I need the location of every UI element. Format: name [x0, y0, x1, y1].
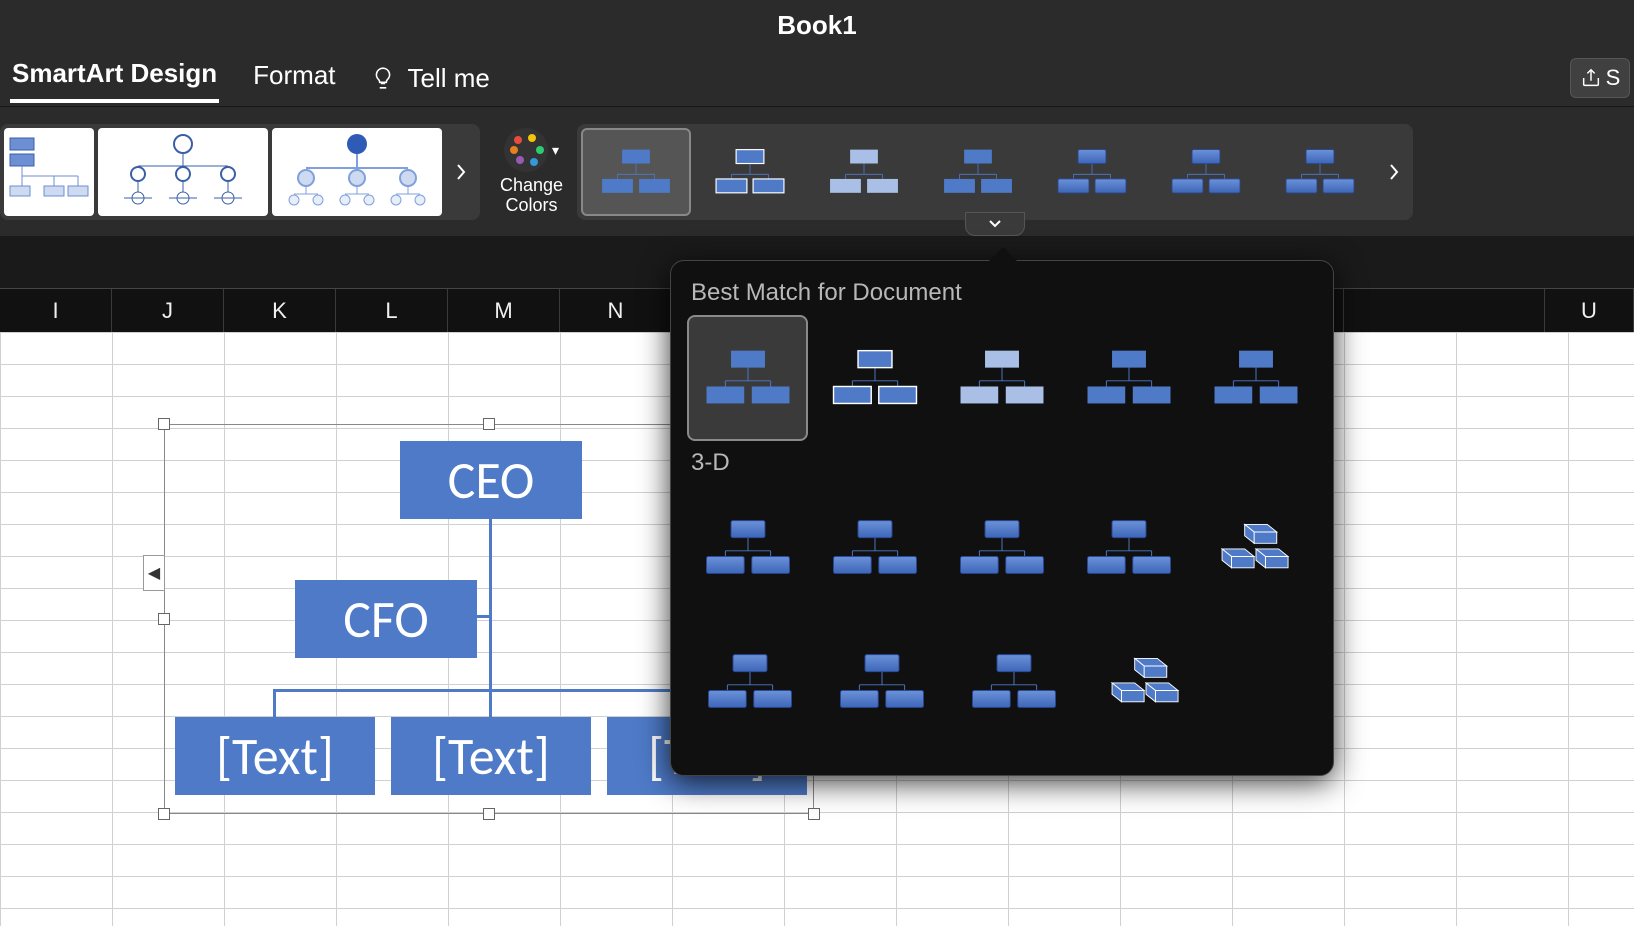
layouts-gallery — [0, 124, 480, 220]
gallery-style-wide[interactable] — [1069, 315, 1190, 441]
tab-smartart-design[interactable]: SmartArt Design — [10, 54, 219, 103]
layout-thumb-3[interactable] — [272, 128, 442, 216]
smartart-node-ceo[interactable]: CEO — [400, 441, 582, 519]
gallery-row — [687, 485, 1317, 611]
gallery-style-bevel_edge[interactable] — [951, 619, 1077, 745]
text-pane-toggle[interactable]: ◀ — [143, 555, 165, 591]
styles-more-button[interactable] — [1379, 128, 1409, 216]
gallery-style-iso2[interactable] — [1083, 619, 1209, 745]
tell-me-group[interactable]: Tell me — [370, 59, 492, 98]
chevron-down-icon — [988, 219, 1002, 229]
chevron-right-icon — [1388, 163, 1400, 181]
gallery-row — [687, 619, 1317, 745]
styles-dropdown-gallery: Best Match for Document — [670, 260, 1334, 776]
title-bar: Book1 — [0, 0, 1634, 50]
palette-icon — [504, 128, 548, 172]
tab-format[interactable]: Format — [251, 56, 337, 101]
document-title: Book1 — [777, 10, 856, 41]
smartart-styles-gallery — [577, 124, 1413, 220]
resize-handle[interactable] — [483, 808, 495, 820]
lightbulb-icon — [370, 65, 396, 91]
resize-handle[interactable] — [808, 808, 820, 820]
style-thumb-wide[interactable] — [923, 128, 1033, 216]
change-colors-button[interactable]: ▾ Change Colors — [500, 128, 563, 216]
gallery-style-outlined[interactable] — [814, 315, 935, 441]
column-header[interactable]: M — [448, 289, 560, 332]
column-header[interactable]: U — [1544, 289, 1634, 332]
smartart-node-cfo[interactable]: CFO — [295, 580, 477, 658]
layout-thumb-2[interactable] — [98, 128, 268, 216]
layout-thumb-1[interactable] — [4, 128, 94, 216]
gallery-style-wide2[interactable] — [1196, 315, 1317, 441]
gallery-style-bevel1[interactable] — [687, 485, 808, 611]
chevron-down-icon: ▾ — [552, 142, 559, 159]
column-header[interactable]: K — [224, 289, 336, 332]
gallery-style-bevel2[interactable] — [814, 485, 935, 611]
connector-line — [273, 689, 711, 692]
share-icon — [1580, 67, 1602, 89]
gallery-style-bevel_glow[interactable] — [819, 619, 945, 745]
styles-expand-button[interactable] — [965, 212, 1025, 236]
gallery-section-3d: 3-D — [691, 449, 1317, 477]
resize-handle[interactable] — [158, 808, 170, 820]
gallery-style-bevel_dark[interactable] — [1069, 485, 1190, 611]
layouts-more-button[interactable] — [446, 128, 476, 216]
style-thumb-bevel1[interactable] — [1037, 128, 1147, 216]
gallery-style-bevel3[interactable] — [941, 485, 1062, 611]
gallery-row — [687, 315, 1317, 441]
smartart-node-c1[interactable]: [Text] — [175, 717, 375, 795]
style-thumb-flat[interactable] — [581, 128, 691, 216]
ribbon: ▾ Change Colors — [0, 106, 1634, 236]
ribbon-tabs: SmartArt Design Format Tell me S — [0, 50, 1634, 106]
column-header[interactable]: L — [336, 289, 448, 332]
gallery-style-pale[interactable] — [942, 315, 1063, 441]
column-header[interactable]: N — [560, 289, 672, 332]
gallery-style-iso[interactable] — [1196, 485, 1317, 611]
resize-handle[interactable] — [158, 418, 170, 430]
resize-handle[interactable] — [158, 613, 170, 625]
gallery-section-best-match: Best Match for Document — [691, 279, 1317, 307]
style-thumb-bevel3[interactable] — [1265, 128, 1375, 216]
connector-line — [477, 615, 491, 618]
connector-line — [489, 519, 492, 717]
tell-me-label: Tell me — [406, 59, 492, 98]
share-label-fragment: S — [1606, 65, 1621, 91]
gallery-style-flat[interactable] — [687, 315, 808, 441]
style-thumb-bevel2[interactable] — [1151, 128, 1261, 216]
connector-line — [273, 689, 276, 717]
share-button[interactable]: S — [1570, 58, 1630, 98]
change-colors-label: Change Colors — [500, 176, 563, 216]
style-thumb-outlined[interactable] — [695, 128, 805, 216]
smartart-node-c2[interactable]: [Text] — [391, 717, 591, 795]
resize-handle[interactable] — [483, 418, 495, 430]
column-header[interactable]: J — [112, 289, 224, 332]
column-header[interactable]: I — [0, 289, 112, 332]
gallery-style-bevel_soft[interactable] — [687, 619, 813, 745]
chevron-right-icon — [455, 163, 467, 181]
style-thumb-pale[interactable] — [809, 128, 919, 216]
